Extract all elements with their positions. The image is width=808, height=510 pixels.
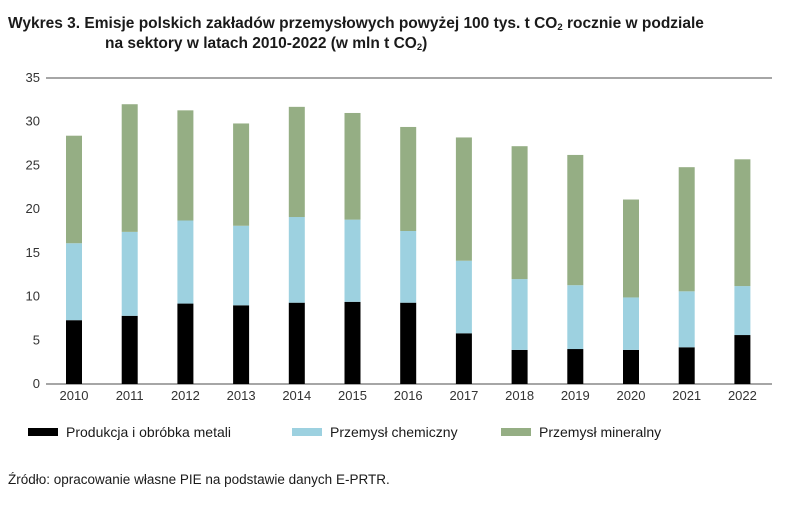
bar-2019-series-2 xyxy=(567,154,584,286)
legend-swatch-mineral xyxy=(501,428,531,436)
bar-2011-series-2 xyxy=(121,104,138,232)
y-tick-label-0: 0 xyxy=(33,376,40,391)
x-tick-label-2016: 2016 xyxy=(394,388,423,403)
bar-2022-series-1 xyxy=(734,286,751,336)
chart-title-line2: na sektory w latach 2010-2022 (w mln t C… xyxy=(105,35,428,53)
x-tick-label-2018: 2018 xyxy=(505,388,534,403)
chart-title-line1: Emisje polskich zakładów przemysłowych p… xyxy=(84,15,704,33)
bar-2012-series-0 xyxy=(177,303,194,384)
x-tick-label-2020: 2020 xyxy=(617,388,646,403)
bar-2014-series-1 xyxy=(288,217,305,303)
bar-2014-series-2 xyxy=(288,106,305,218)
legend-swatch-metal xyxy=(28,428,58,436)
bar-2014-series-0 xyxy=(288,302,305,384)
bar-2017-series-2 xyxy=(455,137,472,261)
bar-2021-series-1 xyxy=(678,291,695,348)
bar-2018-series-1 xyxy=(511,279,528,350)
y-tick-label-20: 20 xyxy=(26,201,40,216)
x-tick-label-2010: 2010 xyxy=(60,388,89,403)
legend-swatch-chem xyxy=(292,428,322,436)
bar-2019-series-0 xyxy=(567,349,584,384)
bar-2013-series-2 xyxy=(233,123,250,226)
x-tick-label-2012: 2012 xyxy=(171,388,200,403)
bar-2016-series-0 xyxy=(400,302,417,384)
x-tick-label-2019: 2019 xyxy=(561,388,590,403)
x-tick-label-2014: 2014 xyxy=(282,388,311,403)
bar-2018-series-2 xyxy=(511,146,528,280)
bar-2015-series-2 xyxy=(344,112,361,220)
legend-item-chem: Przemysł chemiczny xyxy=(292,424,458,440)
bar-2015-series-1 xyxy=(344,219,361,302)
bar-2010-series-0 xyxy=(66,320,82,384)
bar-2010-series-1 xyxy=(66,243,82,321)
source-note: Źródło: opracowanie własne PIE na podsta… xyxy=(8,472,390,487)
bar-2013-series-1 xyxy=(233,225,250,306)
legend-label-mineral: Przemysł mineralny xyxy=(539,424,662,440)
y-tick-label-30: 30 xyxy=(26,114,40,129)
y-tick-label-25: 25 xyxy=(26,157,40,172)
bar-2020-series-0 xyxy=(623,349,639,384)
bar-2016-series-2 xyxy=(400,126,417,231)
y-tick-label-15: 15 xyxy=(26,245,40,260)
bar-2017-series-1 xyxy=(455,260,472,334)
y-tick-label-35: 35 xyxy=(26,70,40,85)
bar-2016-series-1 xyxy=(400,231,417,303)
x-tick-label-2021: 2021 xyxy=(672,388,701,403)
bar-2012-series-1 xyxy=(177,220,194,304)
bar-2020-series-1 xyxy=(623,297,639,350)
x-tick-label-2013: 2013 xyxy=(227,388,256,403)
x-tick-label-2017: 2017 xyxy=(449,388,478,403)
legend-item-metal: Produkcja i obróbka metali xyxy=(28,424,231,440)
bar-2022-series-0 xyxy=(734,335,751,384)
bar-2015-series-0 xyxy=(344,301,361,384)
chart-title: Wykres 3. Emisje polskich zakładów przem… xyxy=(8,14,798,54)
bar-2021-series-0 xyxy=(678,347,695,384)
legend-item-mineral: Przemysł mineralny xyxy=(501,424,661,440)
bar-2019-series-1 xyxy=(567,285,584,350)
bar-2011-series-0 xyxy=(121,315,138,384)
bar-2020-series-2 xyxy=(623,199,639,298)
bar-2021-series-2 xyxy=(678,167,695,292)
bar-2012-series-2 xyxy=(177,110,194,221)
stacked-bar-chart: 0 5 10 15 20 25 30 35 2010 2011 2012 2013 2014 2015 20… xyxy=(26,70,772,403)
y-tick-label-5: 5 xyxy=(33,332,40,347)
bar-2011-series-1 xyxy=(121,231,138,316)
x-tick-label-2011: 2011 xyxy=(116,388,144,403)
bar-2017-series-0 xyxy=(455,333,472,384)
bar-2022-series-2 xyxy=(734,159,751,287)
x-tick-label-2015: 2015 xyxy=(338,388,367,403)
bar-2013-series-0 xyxy=(233,305,250,384)
bar-2018-series-0 xyxy=(511,349,528,384)
legend-label-chem: Przemysł chemiczny xyxy=(330,424,458,440)
x-tick-label-2022: 2022 xyxy=(728,388,757,403)
bar-2010-series-2 xyxy=(66,135,82,244)
legend-label-metal: Produkcja i obróbka metali xyxy=(66,424,231,440)
chart-title-prefix: Wykres 3. xyxy=(8,15,81,32)
y-tick-label-10: 10 xyxy=(26,289,40,304)
